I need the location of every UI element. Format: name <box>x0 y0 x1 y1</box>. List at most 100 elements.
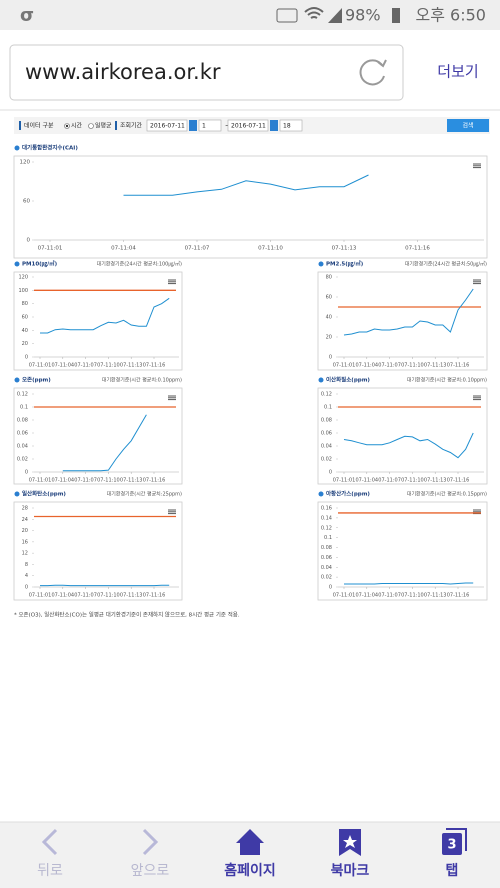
x-tick-label: 07-11:04 <box>356 593 379 599</box>
refresh-icon[interactable] <box>359 59 385 86</box>
y-tick-label: 0.04 <box>321 444 332 450</box>
nav-forward[interactable]: 앞으로 <box>131 863 170 879</box>
nav-home[interactable]: 홈페이지 <box>224 862 276 879</box>
y-tick-label: 40 <box>326 315 332 321</box>
standard-label: 대기환경기준(시간 평균치:0.10ppm) <box>102 377 182 384</box>
url-bar[interactable] <box>9 44 404 101</box>
tilde: ~ <box>225 123 230 130</box>
home-icon[interactable] <box>236 829 264 855</box>
calendar-icon[interactable] <box>189 120 197 131</box>
x-tick-label: 07-11:13 <box>120 363 143 369</box>
x-tick-label: 07-11:16 <box>405 246 430 252</box>
label: 조회기간 <box>120 122 143 130</box>
y-tick-label: 0 <box>329 470 332 476</box>
date-input[interactable] <box>227 119 269 132</box>
title-bullet <box>318 491 324 497</box>
chart-box <box>317 501 488 601</box>
y-tick-label: 20 <box>22 341 28 347</box>
y-tick-label: 0.06 <box>321 431 332 437</box>
x-tick-label: 07-11:07 <box>74 593 97 599</box>
standard-label: 대기환경기준(시간 평균치:0.15ppm) <box>407 491 487 498</box>
y-tick-label: 0.1 <box>324 535 332 541</box>
y-tick-label: 40 <box>22 328 28 334</box>
tab-count[interactable]: 3 <box>447 838 456 853</box>
x-tick-label: 07-11:04 <box>52 593 75 599</box>
chart-box <box>317 271 488 371</box>
y-tick-label: 0.1 <box>324 405 332 411</box>
y-tick-label: 0.02 <box>321 575 332 581</box>
tabs-icon[interactable] <box>442 833 462 855</box>
more-menu[interactable]: 더보기 <box>437 63 478 81</box>
search-text[interactable]: 검색 <box>462 122 473 130</box>
search-button[interactable] <box>447 119 489 132</box>
calendar-icon[interactable] <box>270 120 278 131</box>
forward-icon[interactable] <box>142 828 159 856</box>
x-tick-label: 07-11:10 <box>97 363 120 369</box>
nav-back[interactable]: 뒤로 <box>37 863 63 879</box>
hour-select[interactable] <box>279 119 303 132</box>
signal-icon <box>328 8 342 23</box>
data-line <box>343 288 474 336</box>
date-text[interactable]: 2016-07-11 <box>231 123 266 130</box>
y-tick-label: 100 <box>18 288 28 294</box>
radio-label[interactable]: 시간 <box>71 122 83 130</box>
date-text[interactable]: 2016-07-11 <box>150 123 185 130</box>
x-tick-label: 07-11:13 <box>424 363 447 369</box>
title-bullet <box>318 261 324 267</box>
y-tick-label: 0 <box>27 238 31 244</box>
chart-title: 대기통합환경지수(CAI) <box>22 144 78 152</box>
y-tick-label: 0.08 <box>321 418 332 424</box>
y-tick-label: 0.06 <box>17 431 28 437</box>
x-tick-label: 07-11:13 <box>332 246 357 252</box>
y-tick-label: 0.12 <box>17 392 28 398</box>
nav-tabs[interactable]: 탭 <box>446 863 459 879</box>
x-tick-label: 07-11:16 <box>143 593 166 599</box>
hour-select[interactable] <box>198 119 222 132</box>
wifi-icon <box>304 7 324 19</box>
x-tick-label: 07-11:01 <box>333 593 356 599</box>
y-tick-label: 0.02 <box>321 457 332 463</box>
y-tick-label: 8 <box>25 562 28 568</box>
radio-dot <box>65 124 69 128</box>
x-tick-label: 07-11:01 <box>29 593 52 599</box>
x-tick-label: 07-11:10 <box>97 593 120 599</box>
x-tick-label: 07-11:01 <box>29 363 52 369</box>
back-icon[interactable] <box>41 828 58 856</box>
x-tick-label: 07-11:07 <box>74 478 97 484</box>
standard-label: 대기환경기준(시간 평균치:0.10ppm) <box>407 377 487 384</box>
standard-label: 대기환경기준(시간 평균치:25ppm) <box>107 491 182 498</box>
x-tick-label: 07-11:10 <box>401 593 424 599</box>
select-text[interactable]: 18 <box>283 123 291 130</box>
x-tick-label: 07-11:07 <box>378 363 401 369</box>
y-tick-label: 60 <box>23 199 30 205</box>
y-tick-label: 0.12 <box>321 392 332 398</box>
y-tick-label: 80 <box>326 275 332 281</box>
title-bullet <box>14 377 20 383</box>
bullet <box>19 121 21 130</box>
date-input[interactable] <box>146 119 188 132</box>
radio-label[interactable]: 일평균 <box>95 122 112 130</box>
chart-box <box>13 271 183 371</box>
y-tick-label: 0.06 <box>321 555 332 561</box>
data-line <box>343 432 474 459</box>
y-tick-label: 16 <box>22 539 28 545</box>
select-text[interactable]: 1 <box>202 123 206 130</box>
nav-bookmarks[interactable]: 북마크 <box>331 863 370 879</box>
radio[interactable] <box>88 123 94 129</box>
y-tick-label: 0.16 <box>321 506 332 512</box>
data-line <box>123 174 369 196</box>
title-bullet <box>14 491 20 497</box>
chart-title: 오존(ppm) <box>22 376 51 384</box>
y-tick-label: 0 <box>25 355 28 361</box>
x-tick-label: 07-11:16 <box>447 593 470 599</box>
bookmark-star <box>343 835 357 848</box>
y-tick-label: 12 <box>22 551 28 557</box>
url-text[interactable]: www.airkorea.or.kr <box>25 60 221 84</box>
x-tick-label: 07-11:16 <box>447 478 470 484</box>
y-tick-label: 80 <box>22 301 28 307</box>
title-bullet <box>14 261 20 267</box>
x-tick-label: 07-11:16 <box>447 363 470 369</box>
hd-icon <box>276 8 298 23</box>
